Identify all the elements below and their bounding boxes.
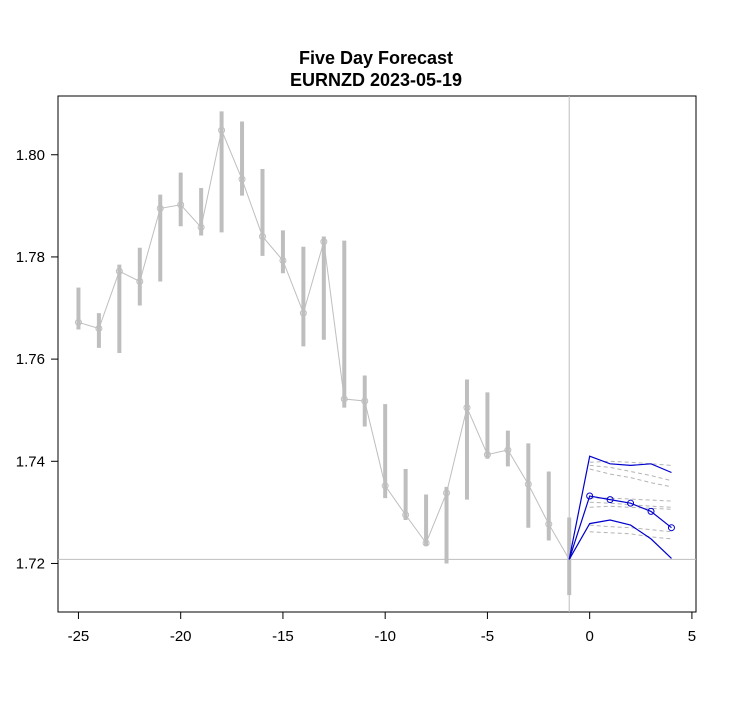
history-close-line bbox=[78, 128, 570, 560]
chart-title: Five Day Forecast bbox=[299, 48, 453, 68]
scenario-line bbox=[589, 524, 672, 533]
history-close-point bbox=[279, 257, 287, 265]
history-close-point bbox=[238, 175, 246, 183]
history-close-point bbox=[463, 404, 471, 412]
x-tick-label: -5 bbox=[481, 628, 494, 645]
history-close-point bbox=[156, 204, 164, 212]
history-close-point bbox=[340, 395, 348, 403]
history-close-point bbox=[402, 511, 410, 519]
history-close-point bbox=[197, 223, 205, 231]
forecast-point bbox=[667, 524, 675, 532]
history-close-point bbox=[115, 267, 123, 275]
x-tick-label: -15 bbox=[272, 628, 294, 645]
forecast-mean-line bbox=[568, 495, 672, 560]
scenario-line bbox=[589, 531, 672, 540]
chart-subtitle: EURNZD 2023-05-19 bbox=[290, 70, 462, 90]
history-close-point bbox=[299, 309, 307, 317]
y-tick-label: 1.76 bbox=[16, 351, 45, 368]
history-close-point bbox=[74, 318, 82, 326]
plot-area: -25 -20 -15 -10 -5 0 5 1.72 1.74 1.76 1.78 1.80 bbox=[16, 95, 697, 645]
x-tick-label: 5 bbox=[688, 628, 696, 645]
x-tick-label: 0 bbox=[585, 628, 593, 645]
history-close-point bbox=[545, 520, 553, 528]
history-close-point bbox=[361, 397, 369, 405]
y-tick-label: 1.72 bbox=[16, 555, 45, 572]
scenario-line bbox=[589, 468, 672, 488]
history-close-point bbox=[320, 238, 328, 246]
forecast-point bbox=[647, 507, 655, 515]
history-close-point bbox=[258, 232, 266, 240]
history-close-point bbox=[443, 489, 451, 497]
plot-frame bbox=[57, 95, 697, 613]
x-tick-label: -20 bbox=[170, 628, 192, 645]
forecast-upper-line bbox=[568, 455, 672, 560]
x-tick-label: -10 bbox=[374, 628, 396, 645]
history-close-point bbox=[177, 201, 185, 209]
forecast-lower-line bbox=[568, 519, 672, 560]
history-close-point bbox=[381, 482, 389, 490]
history-close-point bbox=[422, 539, 430, 547]
history-close-point bbox=[95, 324, 103, 332]
forecast-point bbox=[586, 492, 594, 500]
forecast-point bbox=[606, 496, 614, 504]
y-tick-label: 1.80 bbox=[16, 147, 45, 164]
scenario-line bbox=[589, 460, 672, 466]
x-tick-label: -25 bbox=[68, 628, 90, 645]
history-close-point bbox=[504, 446, 512, 454]
forecast-point bbox=[627, 499, 635, 507]
history-close-point bbox=[524, 480, 532, 488]
history-close-point bbox=[483, 451, 491, 459]
history-close-point bbox=[136, 277, 144, 285]
history-close-point bbox=[218, 126, 226, 134]
y-tick-label: 1.74 bbox=[16, 453, 45, 470]
y-tick-label: 1.78 bbox=[16, 249, 45, 266]
